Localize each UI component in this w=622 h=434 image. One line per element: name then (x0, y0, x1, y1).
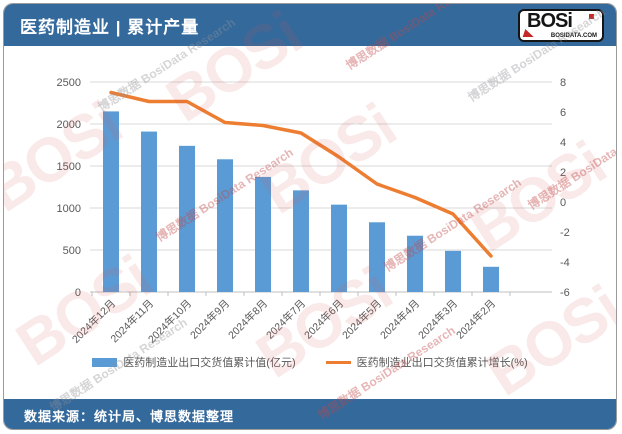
bar-2024年9月 (217, 159, 233, 292)
logo-red-arrow-icon (522, 28, 537, 37)
logo-domain-text: BOSIDATA.COM (550, 32, 597, 39)
x-axis-category-label: 2024年7月 (263, 297, 308, 342)
chart-body: 0 500 1000 1500 2000 2500 -6 -4 -2 0 2 4 6 8 2024年12月 2… (4, 46, 616, 399)
legend-bar-swatch-icon (92, 357, 118, 367)
y-axis-right-tick-label: 4 (560, 137, 566, 149)
header-bar: 医药制造业 | 累计产量 BOSi BOSIDATA.COM (4, 4, 616, 46)
y-axis-left-tick-label: 1500 (57, 161, 81, 173)
legend-bar-label: 医药制造业出口交货值累计值(亿元) (123, 357, 296, 369)
bar-2024年12月 (103, 111, 119, 293)
bar-2024年3月 (445, 250, 461, 292)
x-axis-category-label: 2024年2月 (453, 297, 498, 342)
y-axis-left-tick-label: 2500 (57, 77, 81, 89)
x-axis-category-label: 2024年4月 (377, 297, 422, 342)
page-title: 医药制造业 | 累计产量 (20, 17, 200, 37)
y-axis-right-tick-label: -4 (560, 257, 570, 269)
logo-brand-text: BOSi (527, 9, 573, 32)
bosi-logo: BOSi BOSIDATA.COM (518, 8, 604, 42)
chart-svg: 05001000150020002500-6-4-2024682024年12月2… (57, 77, 570, 346)
y-axis-right-tick-label: 8 (560, 77, 566, 89)
bar-2024年5月 (369, 222, 385, 292)
data-source-text: 数据来源：统计局、博思数据整理 (24, 408, 235, 424)
x-axis-category-label: 2024年9月 (187, 297, 232, 342)
x-axis-category-label: 2024年3月 (415, 297, 460, 342)
bar-2024年7月 (293, 190, 309, 292)
x-axis-category-label: 2024年8月 (225, 297, 270, 342)
bar-2024年2月 (483, 266, 499, 292)
y-axis-left-tick-label: 1000 (57, 203, 81, 215)
chart-legend: 医药制造业出口交货值累计值(亿元) 医药制造业出口交货值累计增长(%) (4, 354, 616, 370)
legend-line-swatch-icon (325, 360, 351, 364)
y-axis-right-tick-label: 6 (560, 107, 566, 119)
y-axis-left-tick-label: 0 (75, 287, 81, 299)
bar-2024年6月 (331, 204, 347, 292)
y-axis-right-tick-label: 0 (560, 197, 566, 209)
bar-2024年11月 (141, 131, 157, 292)
y-axis-left-tick-label: 500 (63, 245, 81, 257)
bar-2024年8月 (255, 176, 271, 292)
y-axis-right-tick-label: -2 (560, 227, 570, 239)
y-axis-right-tick-label: -6 (560, 287, 570, 299)
growth-line (109, 90, 493, 258)
chart-card: 医药制造业 | 累计产量 BOSi BOSIDATA.COM 0 500 1000 1… (3, 3, 617, 430)
bar-2024年10月 (179, 145, 195, 292)
x-axis-category-label: 2024年6月 (301, 297, 346, 342)
logo-red-dot (589, 13, 594, 19)
legend-item-bar-series: 医药制造业出口交货值累计值(亿元) (92, 354, 296, 370)
legend-item-line-series: 医药制造业出口交货值累计增长(%) (325, 354, 528, 370)
x-axis-category-label: 2024年5月 (339, 297, 384, 342)
y-axis-right-tick-label: 2 (560, 167, 566, 179)
bar-2024年4月 (407, 235, 423, 292)
y-axis-left-tick-label: 2000 (57, 119, 81, 131)
footer-bar: 数据来源：统计局、博思数据整理 (4, 399, 616, 429)
legend-line-label: 医药制造业出口交货值累计增长(%) (356, 357, 528, 369)
